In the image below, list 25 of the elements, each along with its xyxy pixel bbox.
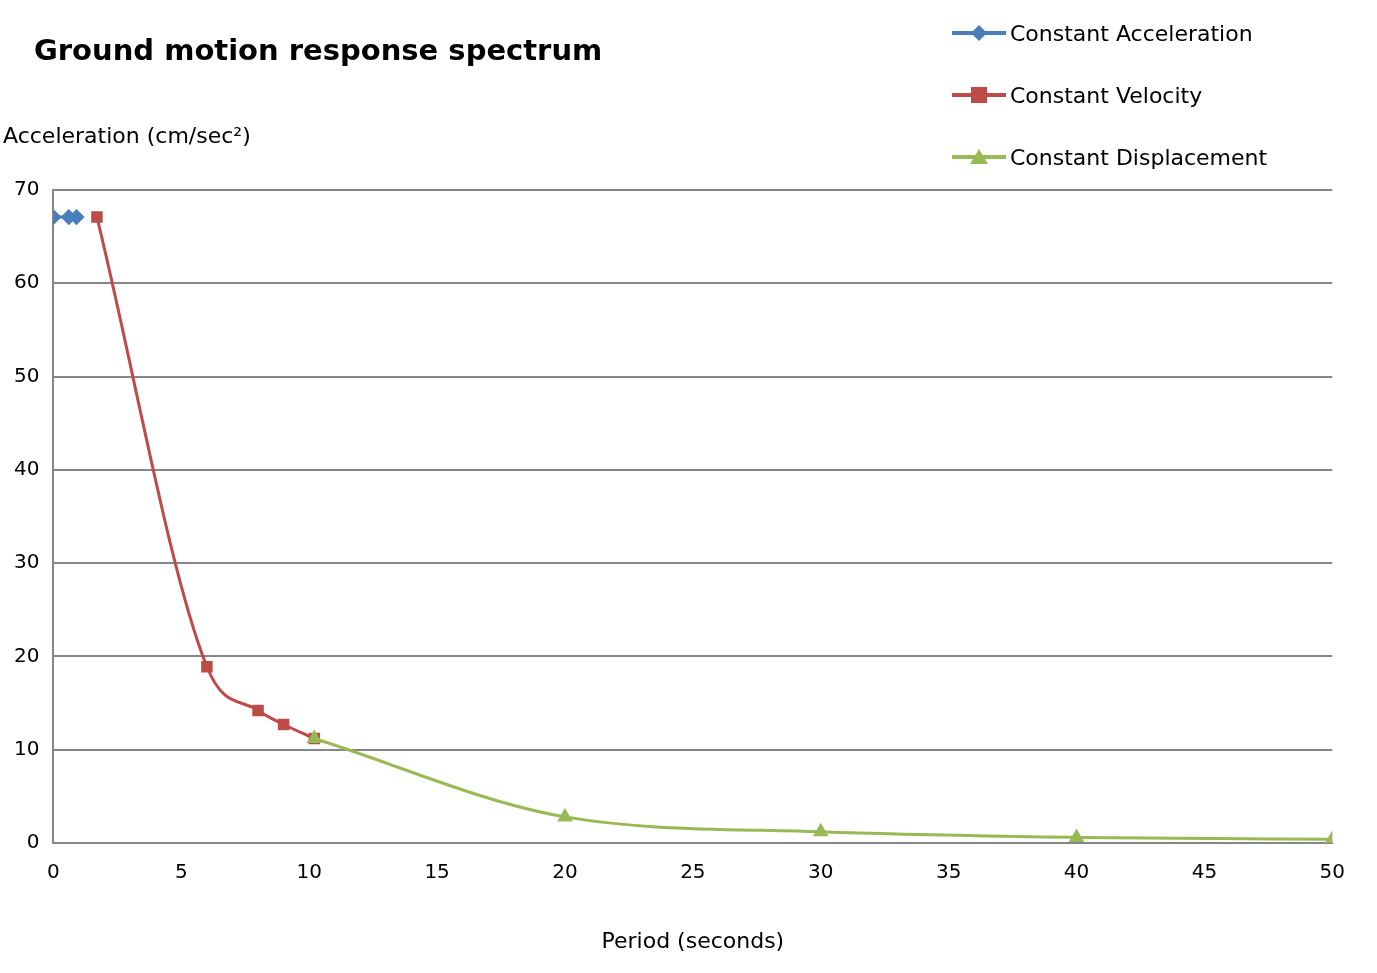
x-tick-label: 10 [296,859,322,884]
y-tick-label: 40 [14,456,40,481]
y-tick-label: 60 [14,269,40,294]
x-tick-label: 45 [1191,859,1218,884]
x-tick-label: 40 [1063,859,1090,884]
x-tick-label: 5 [174,859,188,884]
chart-title: Ground motion response spectrum [34,33,603,67]
x-axis-title: Period (seconds) [601,928,785,953]
x-tick-label: 15 [424,859,450,884]
y-tick-label: 10 [14,735,40,760]
legend-label: Constant Acceleration [1010,20,1253,46]
y-axis-title: Acceleration (cm/sec²) [3,123,251,148]
x-tick-label: 20 [552,859,578,884]
legend-label: Constant Displacement [1010,144,1268,170]
y-tick-label: 50 [14,362,40,387]
x-tick-label: 30 [808,859,834,884]
y-tick-label: 0 [26,829,40,854]
x-tick-label: 25 [680,859,706,884]
x-tick-label: 50 [1319,859,1345,884]
y-tick-label: 70 [14,176,40,201]
y-tick-label: 20 [14,642,40,667]
y-tick-label: 30 [14,549,40,574]
x-tick-label: 0 [47,859,60,884]
x-tick-label: 35 [935,859,962,884]
legend-label: Constant Velocity [1010,82,1203,108]
